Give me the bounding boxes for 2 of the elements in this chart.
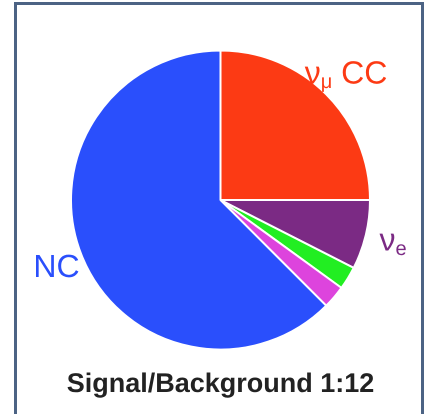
slice-label: NC (33, 248, 80, 284)
text: Signal/Background 1:12 (66, 368, 376, 399)
